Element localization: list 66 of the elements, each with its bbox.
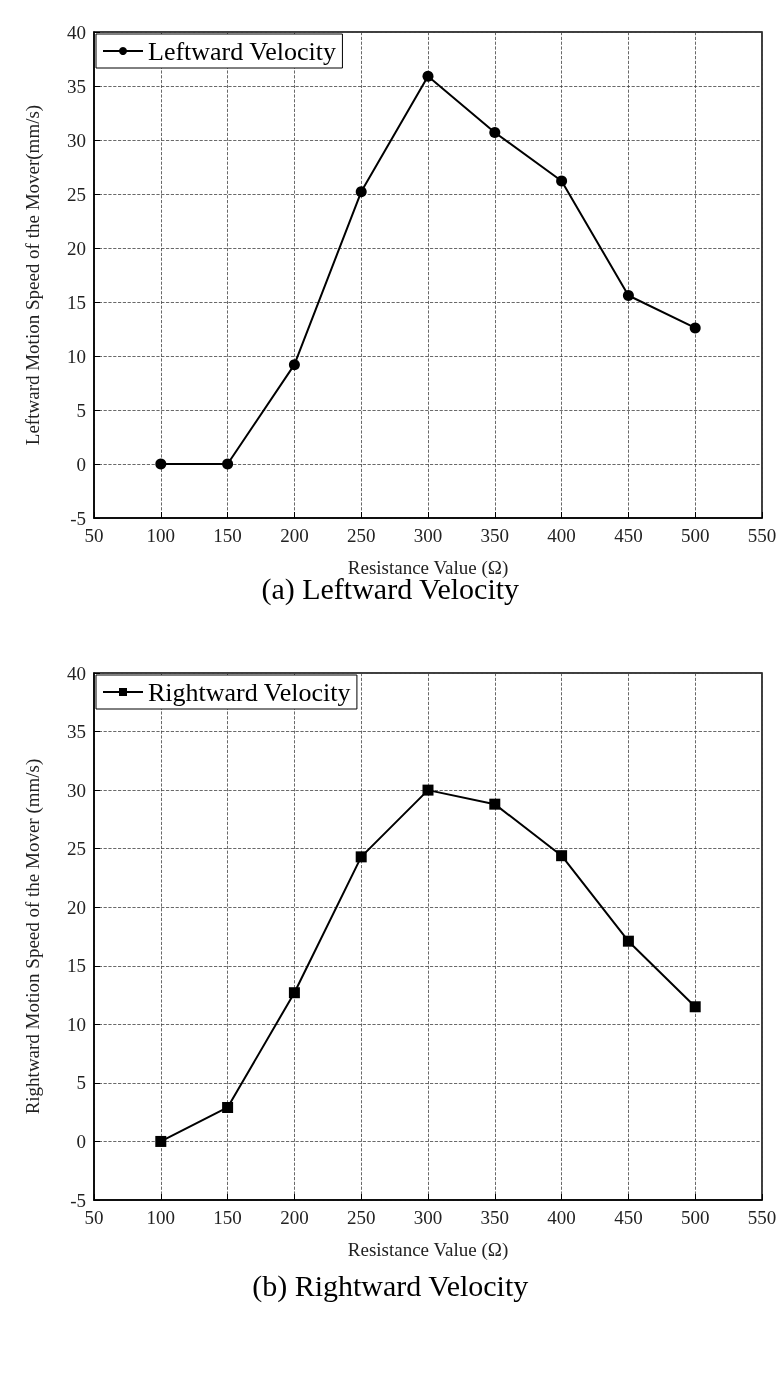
point (556, 175, 568, 187)
point (288, 987, 300, 999)
x-tick-label: 450 (614, 525, 643, 546)
y-tick-label: 0 (76, 1130, 86, 1152)
y-tick-label: 5 (76, 1072, 86, 1094)
x-tick-label: 150 (213, 525, 242, 546)
point (689, 1001, 701, 1013)
y-axis-title: Leftward Motion Speed of the Mover(mm/s) (22, 104, 44, 446)
y-tick-label: 10 (67, 1013, 86, 1035)
y-tick-label: 15 (67, 955, 86, 977)
point (556, 850, 568, 862)
x-axis-title: Resistance Value (Ω) (347, 1239, 509, 1261)
point (622, 290, 634, 302)
y-tick-label: 40 (67, 662, 86, 684)
point (222, 458, 234, 470)
x-tick-label: 100 (146, 1207, 176, 1228)
y-tick-label: 35 (67, 75, 86, 97)
y-tick-label: 25 (67, 838, 86, 860)
y-tick-label: 30 (67, 129, 86, 151)
x-tick-label: 50 (84, 1207, 104, 1228)
x-tick-label: 100 (146, 525, 176, 546)
point (489, 126, 501, 138)
y-tick-label: -5 (70, 1189, 86, 1211)
y-tick-label: 5 (76, 399, 86, 421)
y-tick-label: 0 (76, 453, 86, 475)
point (288, 359, 300, 371)
point (155, 1135, 167, 1147)
legend-label: Rightward Velocity (148, 677, 351, 707)
x-tick-label: 250 (346, 1207, 376, 1228)
x-tick-label: 300 (413, 1207, 443, 1228)
x-tick-label: 550 (747, 525, 777, 546)
point (155, 458, 167, 470)
x-tick-label: 450 (614, 1207, 643, 1228)
x-tick-label: 300 (413, 525, 443, 546)
legend-label: Leftward Velocity (148, 36, 336, 66)
y-tick-label: 20 (67, 896, 86, 918)
point (222, 1101, 234, 1113)
point (489, 798, 501, 810)
x-tick-label: 400 (547, 525, 576, 546)
x-tick-label: 550 (747, 1207, 777, 1228)
x-tick-label: 250 (346, 525, 376, 546)
point (355, 851, 367, 863)
x-tick-label: 350 (480, 1207, 510, 1228)
y-tick-label: -5 (70, 507, 86, 529)
point (422, 784, 434, 796)
x-tick-label: 400 (547, 1207, 576, 1228)
x-tick-label: 200 (280, 525, 309, 546)
y-tick-label: 15 (67, 291, 86, 313)
text: (b) Rightward Velocity (252, 1268, 529, 1303)
y-tick-label: 30 (67, 779, 86, 801)
x-tick-label: 50 (84, 525, 104, 546)
y-tick-label: 20 (67, 237, 86, 259)
x-tick-label: 500 (680, 525, 710, 546)
point (622, 935, 634, 947)
y-tick-label: 40 (67, 21, 86, 43)
point (689, 322, 701, 334)
x-tick-label: 500 (680, 1207, 710, 1228)
y-tick-label: 10 (67, 345, 86, 367)
y-tick-label: 35 (67, 721, 86, 743)
point (422, 70, 434, 82)
x-tick-label: 200 (280, 1207, 309, 1228)
x-tick-label: 350 (480, 525, 510, 546)
x-tick-label: 150 (213, 1207, 242, 1228)
y-axis-title: Rightward Motion Speed of the Mover (mm/s) (22, 758, 44, 1115)
y-tick-label: 25 (67, 183, 86, 205)
point (355, 186, 367, 198)
